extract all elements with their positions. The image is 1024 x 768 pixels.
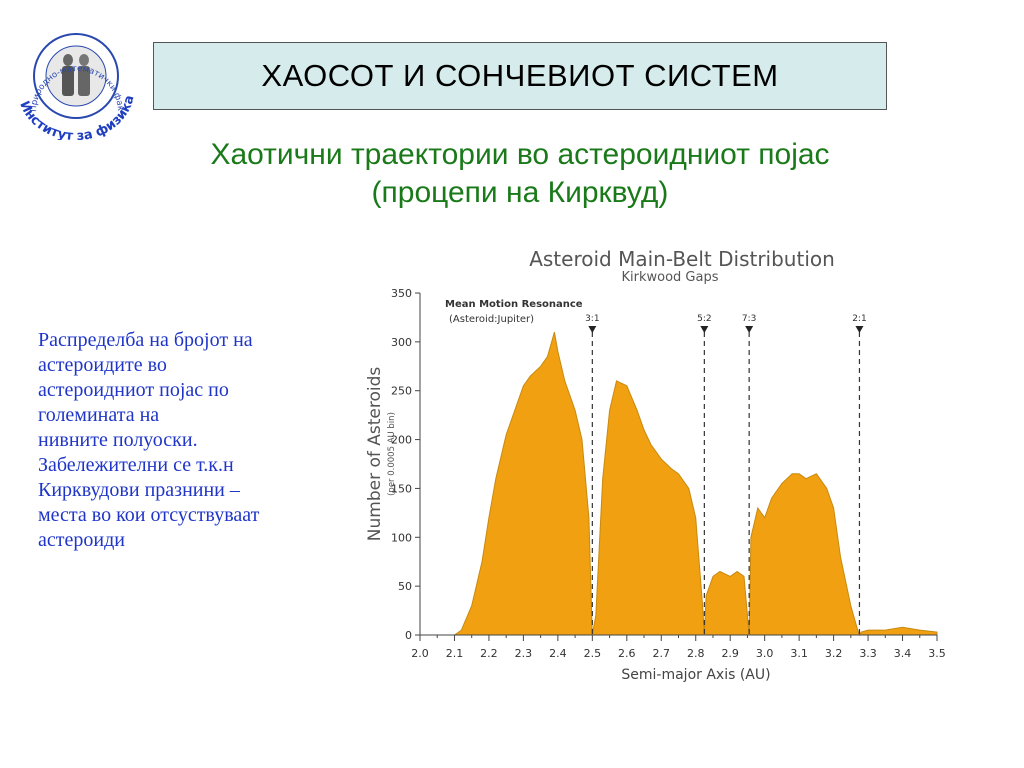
description-line: астероидите во xyxy=(38,354,167,376)
y-tick-label: 250 xyxy=(391,385,412,398)
slide-title-box: ХАОСОТ И СОНЧЕВИОТ СИСТЕМ xyxy=(153,42,887,110)
resonance-marker xyxy=(588,326,597,333)
x-tick-label: 2.4 xyxy=(549,647,567,660)
description-line: Кирквудови празнини – xyxy=(38,479,240,501)
x-tick-label: 2.2 xyxy=(480,647,498,660)
slide-subtitle: Хаотични траектории во астероидниот поја… xyxy=(150,136,890,212)
x-tick-label: 2.0 xyxy=(411,647,429,660)
y-tick-label: 150 xyxy=(391,482,412,495)
x-tick-label: 3.5 xyxy=(928,647,946,660)
slide-title: ХАОСОТ И СОНЧЕВИОТ СИСТЕМ xyxy=(261,58,779,93)
description-line: места во кои отсуствуваат xyxy=(38,504,260,526)
statue-emblem-icon xyxy=(62,54,90,96)
distribution-area xyxy=(420,331,938,637)
x-tick-label: 3.3 xyxy=(859,647,877,660)
institute-logo: Природно-математички факултет Институт з… xyxy=(8,20,138,140)
x-tick-label: 3.1 xyxy=(790,647,808,660)
x-tick-label: 2.6 xyxy=(618,647,636,660)
resonance-marker xyxy=(855,326,864,333)
chart-subtitle: Kirkwood Gaps xyxy=(622,270,719,285)
subtitle-line-1: Хаотични траектории во астероидниот поја… xyxy=(210,138,830,171)
resonance-label: 2:1 xyxy=(852,314,866,324)
x-tick-label: 2.8 xyxy=(687,647,705,660)
y-tick-label: 350 xyxy=(391,287,412,300)
subtitle-line-2: (процепи на Кирквуд) xyxy=(371,176,669,209)
x-tick-label: 3.4 xyxy=(894,647,912,660)
x-tick-label: 2.1 xyxy=(446,647,464,660)
resonance-marker xyxy=(700,326,709,333)
legend-title-line-1: Mean Motion Resonance xyxy=(445,299,583,310)
description-text: Распределба на бројот на астероидите во … xyxy=(38,328,338,553)
description-line: големината на xyxy=(38,404,160,426)
x-tick-label: 2.3 xyxy=(515,647,533,660)
y-tick-label: 50 xyxy=(398,580,412,593)
description-line: астероидниот појас по xyxy=(38,379,229,401)
x-axis-label: Semi-major Axis (AU) xyxy=(621,667,770,683)
y-tick-label: 100 xyxy=(391,531,412,544)
resonance-label: 3:1 xyxy=(585,314,599,324)
x-tick-label: 2.7 xyxy=(653,647,671,660)
resonance-marker xyxy=(745,326,754,333)
resonance-label: 7:3 xyxy=(742,314,756,324)
chart-title: Asteroid Main-Belt Distribution xyxy=(529,247,835,271)
x-tick-label: 2.5 xyxy=(584,647,602,660)
description-line: Распределба на бројот на xyxy=(38,329,253,351)
description-line: Забележителни се т.к.н xyxy=(38,454,234,476)
description-line: нивните полуоски. xyxy=(38,429,198,451)
legend-title-line-2: (Asteroid:Jupiter) xyxy=(449,314,534,325)
y-tick-label: 0 xyxy=(405,629,412,642)
x-tick-label: 3.2 xyxy=(825,647,843,660)
resonance-label: 5:2 xyxy=(697,314,711,324)
description-line: астероиди xyxy=(38,529,125,551)
x-tick-label: 3.0 xyxy=(756,647,774,660)
y-axis-label-note: (per 0.0005 AU bin) xyxy=(387,412,397,496)
y-tick-label: 200 xyxy=(391,434,412,447)
y-axis-label: Number of Asteroids xyxy=(365,367,385,542)
kirkwood-gaps-chart: Asteroid Main-Belt Distribution Kirkwood… xyxy=(365,247,946,683)
y-tick-label: 300 xyxy=(391,336,412,349)
x-tick-label: 2.9 xyxy=(721,647,739,660)
